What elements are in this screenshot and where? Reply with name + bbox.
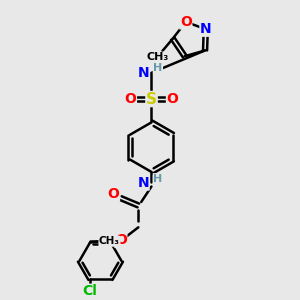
Text: CH₃: CH₃ bbox=[99, 236, 120, 246]
Text: O: O bbox=[180, 15, 192, 29]
Text: H: H bbox=[153, 63, 163, 74]
Text: N: N bbox=[137, 176, 149, 190]
Text: O: O bbox=[115, 233, 127, 248]
Text: O: O bbox=[167, 92, 178, 106]
Text: CH₃: CH₃ bbox=[146, 52, 168, 62]
Text: H: H bbox=[153, 174, 163, 184]
Text: S: S bbox=[146, 92, 157, 106]
Text: O: O bbox=[108, 187, 119, 201]
Text: O: O bbox=[124, 92, 136, 106]
Text: Cl: Cl bbox=[82, 284, 98, 298]
Text: N: N bbox=[200, 22, 212, 36]
Text: N: N bbox=[137, 66, 149, 80]
